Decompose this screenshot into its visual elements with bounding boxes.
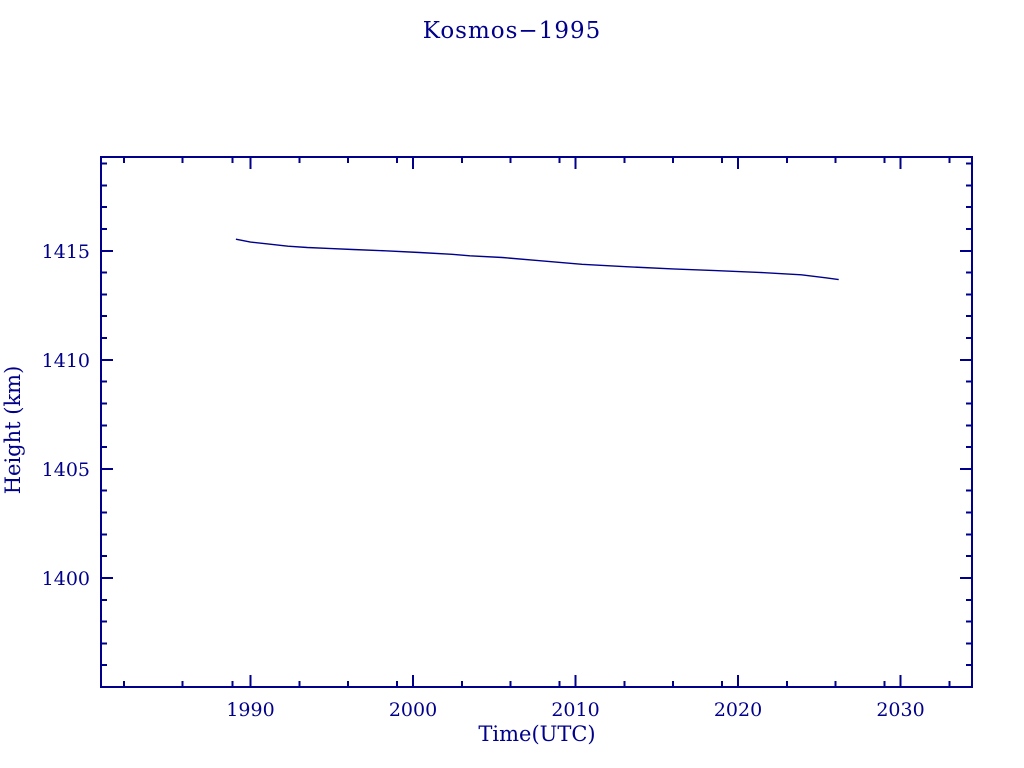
axis-ticks (101, 157, 972, 687)
axis-tick-labels: 1990 2000 2010 2020 2030 1400 1405 1410 1415 (42, 241, 925, 721)
plot-frame (100, 156, 973, 688)
x-tick-label: 2030 (876, 699, 924, 721)
series-line (235, 238, 839, 281)
y-tick-label: 1410 (42, 350, 90, 372)
x-tick-label: 2000 (389, 699, 437, 721)
chart-title: Kosmos−1995 (423, 18, 601, 44)
x-tick-label: 1990 (226, 699, 274, 721)
data-line (235, 238, 839, 281)
y-tick-label: 1405 (42, 459, 90, 481)
x-tick-label: 2010 (551, 699, 599, 721)
x-axis-label: Time(UTC) (478, 722, 595, 746)
y-tick-label: 1415 (42, 241, 90, 263)
y-axis-label: Height (km) (1, 366, 25, 495)
y-tick-label: 1400 (42, 568, 90, 590)
x-tick-label: 2020 (714, 699, 762, 721)
